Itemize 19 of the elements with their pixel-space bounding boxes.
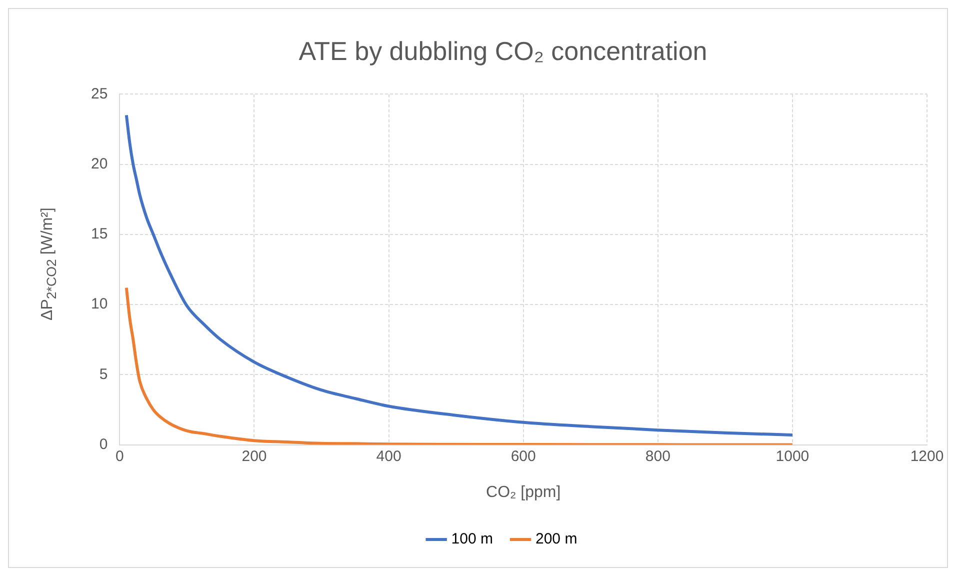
legend-label: 100 m (451, 530, 494, 548)
x-tick-label: 600 (510, 448, 536, 465)
legend-label: 200 m (536, 530, 578, 548)
line-series (124, 114, 794, 436)
y-tick-label: 0 (99, 436, 108, 453)
x-axis-title: CO₂ [ppm] (486, 484, 561, 501)
chart-title: ATE by dubbling CO₂ concentration (298, 36, 708, 66)
x-tick-label: 400 (376, 448, 402, 465)
x-tick-label: 1000 (776, 448, 810, 465)
x-tick-label: 1200 (910, 448, 944, 465)
y-tick-label: 15 (90, 226, 108, 243)
y-tick-label: 25 (90, 85, 108, 102)
line-series (124, 286, 794, 445)
x-tick-label: 800 (645, 448, 670, 465)
x-tick-label: 200 (242, 448, 267, 465)
y-tick-label: 10 (90, 296, 108, 313)
y-tick-label: 5 (99, 366, 108, 383)
y-tick-label: 20 (90, 155, 108, 172)
x-tick-label: 0 (116, 448, 124, 465)
